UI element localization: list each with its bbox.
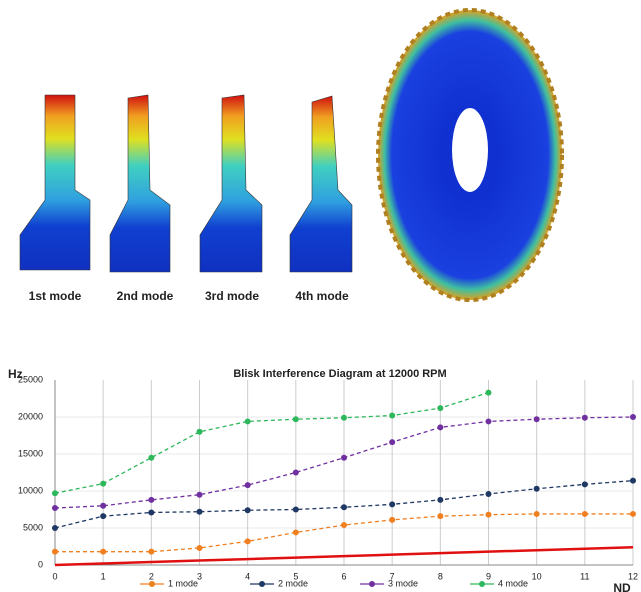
legend-label: 3 mode bbox=[388, 578, 418, 588]
data-point bbox=[341, 415, 347, 421]
y-tick-label: 0 bbox=[38, 559, 43, 569]
data-point bbox=[245, 538, 251, 544]
legend-label: 4 mode bbox=[498, 578, 528, 588]
legend-label: 1 mode bbox=[168, 578, 198, 588]
y-tick-label: 10000 bbox=[18, 485, 43, 495]
data-point bbox=[52, 505, 58, 511]
data-point bbox=[100, 549, 106, 555]
data-point bbox=[486, 418, 492, 424]
data-point bbox=[437, 497, 443, 503]
data-point bbox=[534, 511, 540, 517]
data-point bbox=[52, 490, 58, 496]
data-point bbox=[341, 504, 347, 510]
legend-marker bbox=[259, 581, 265, 587]
data-point bbox=[582, 481, 588, 487]
data-point bbox=[437, 424, 443, 430]
data-point bbox=[582, 415, 588, 421]
x-tick-label: 1 bbox=[101, 571, 106, 581]
legend-label: 2 mode bbox=[278, 578, 308, 588]
y-tick-label: 25000 bbox=[18, 374, 43, 384]
data-point bbox=[341, 522, 347, 528]
data-point bbox=[389, 501, 395, 507]
data-point bbox=[630, 511, 636, 517]
x-tick-label: 10 bbox=[532, 571, 542, 581]
x-tick-label: 8 bbox=[438, 571, 443, 581]
legend-marker bbox=[149, 581, 155, 587]
data-point bbox=[100, 503, 106, 509]
data-point bbox=[52, 525, 58, 531]
x-tick-label: 11 bbox=[580, 571, 589, 581]
y-tick-label: 5000 bbox=[23, 522, 43, 532]
data-point bbox=[437, 405, 443, 411]
data-point bbox=[486, 512, 492, 518]
data-point bbox=[293, 416, 299, 422]
data-point bbox=[389, 413, 395, 419]
legend-marker bbox=[369, 581, 375, 587]
figure: 1st mode 2nd mode 3rd mode 4th mode Blisk In… bbox=[0, 0, 641, 592]
data-point bbox=[245, 507, 251, 513]
data-point bbox=[534, 416, 540, 422]
chart-title: Blisk Interference Diagram at 12000 RPM bbox=[233, 368, 446, 380]
x-tick-label: 2 bbox=[149, 571, 154, 581]
data-point bbox=[486, 491, 492, 497]
data-point bbox=[197, 429, 203, 435]
data-point bbox=[630, 478, 636, 484]
data-point bbox=[245, 482, 251, 488]
y-tick-label: 15000 bbox=[18, 448, 43, 458]
mode-label: 3rd mode bbox=[205, 289, 259, 303]
mode-label: 1st mode bbox=[29, 289, 82, 303]
data-point bbox=[582, 511, 588, 517]
data-point bbox=[630, 414, 636, 420]
data-point bbox=[389, 439, 395, 445]
y-tick-label: 20000 bbox=[18, 411, 43, 421]
data-point bbox=[148, 509, 154, 515]
data-point bbox=[389, 517, 395, 523]
x-tick-label: 6 bbox=[341, 571, 346, 581]
data-point bbox=[293, 529, 299, 535]
data-point bbox=[148, 455, 154, 461]
data-point bbox=[197, 492, 203, 498]
data-point bbox=[293, 507, 299, 513]
data-point bbox=[486, 390, 492, 396]
x-tick-label: 12 bbox=[628, 571, 638, 581]
data-point bbox=[437, 513, 443, 519]
data-point bbox=[293, 470, 299, 476]
x-axis-label: ND bbox=[613, 581, 631, 592]
data-point bbox=[534, 486, 540, 492]
data-point bbox=[197, 509, 203, 515]
x-tick-label: 4 bbox=[245, 571, 250, 581]
legend-marker bbox=[479, 581, 485, 587]
data-point bbox=[148, 497, 154, 503]
data-point bbox=[148, 549, 154, 555]
data-point bbox=[197, 545, 203, 551]
data-point bbox=[100, 481, 106, 487]
data-point bbox=[100, 513, 106, 519]
data-point bbox=[52, 549, 58, 555]
data-point bbox=[341, 455, 347, 461]
x-tick-label: 9 bbox=[486, 571, 491, 581]
mode-label: 4th mode bbox=[295, 289, 349, 303]
blade-illustrations bbox=[20, 10, 562, 300]
data-point bbox=[245, 418, 251, 424]
x-tick-label: 0 bbox=[52, 571, 57, 581]
mode-label: 2nd mode bbox=[117, 289, 174, 303]
